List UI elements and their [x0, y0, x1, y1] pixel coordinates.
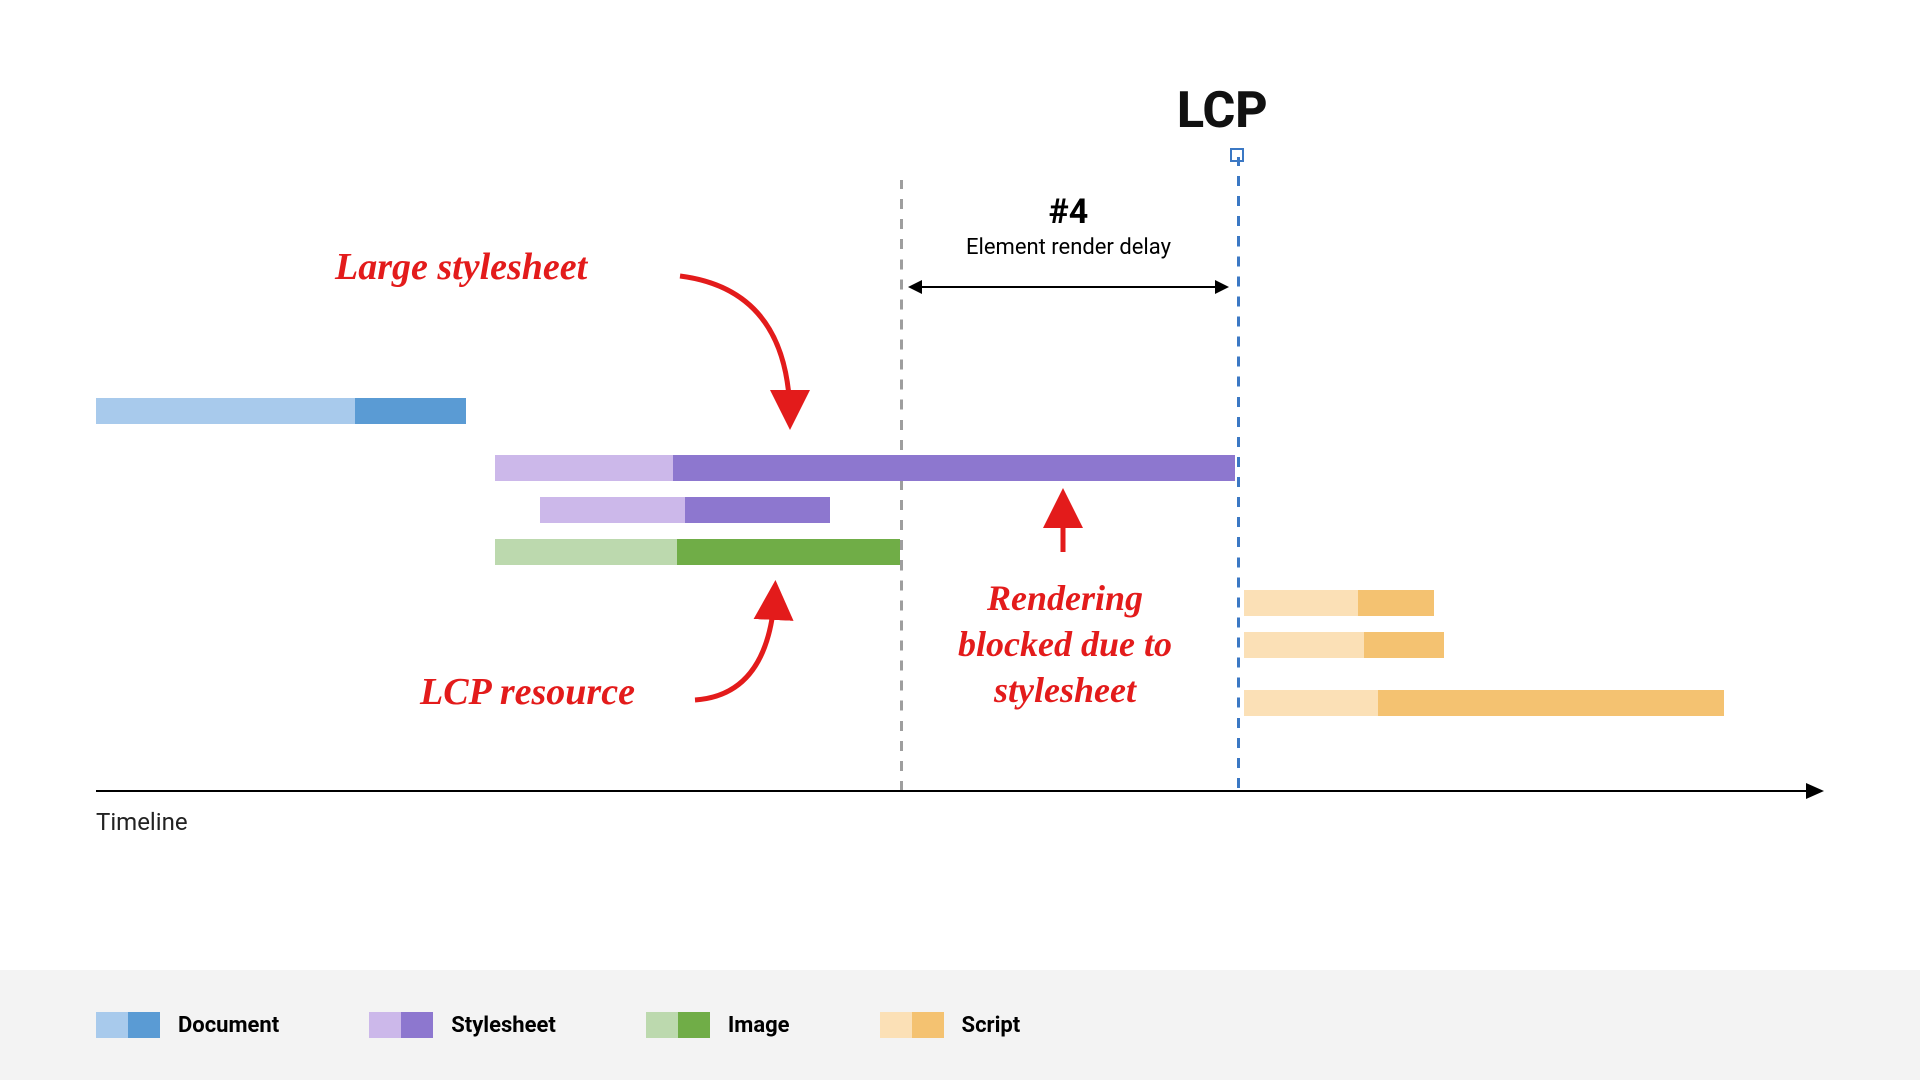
- bar-stylesheet-1-light: [495, 455, 673, 481]
- bar-image-light: [495, 539, 677, 565]
- legend-label: Stylesheet: [451, 1013, 556, 1038]
- bar-document-light: [96, 398, 355, 424]
- bar-script-2-light: [1244, 632, 1364, 658]
- legend-label: Image: [728, 1013, 790, 1038]
- bar-stylesheet-2-dark: [685, 497, 830, 523]
- bar-stylesheet-1-dark: [673, 455, 1235, 481]
- bar-script-1-light: [1244, 590, 1358, 616]
- bar-image-dark: [677, 539, 900, 565]
- legend-swatch: [96, 1012, 160, 1038]
- timeline-axis-arrow: [1806, 783, 1824, 799]
- legend-item-image: Image: [646, 1012, 790, 1038]
- legend-swatch: [880, 1012, 944, 1038]
- annot-large-stylesheet: Large stylesheet: [335, 245, 587, 289]
- legend-item-document: Document: [96, 1012, 279, 1038]
- segment-arrow-right: [1215, 280, 1229, 294]
- legend-label: Script: [962, 1013, 1021, 1038]
- bar-stylesheet-2-light: [540, 497, 685, 523]
- segment-subtitle: Element render delay: [919, 235, 1219, 260]
- legend-item-script: Script: [880, 1012, 1021, 1038]
- segment-arrow-left: [908, 280, 922, 294]
- bar-script-2-dark: [1364, 632, 1444, 658]
- annotation-arrows: [0, 0, 1920, 1080]
- annot-lcp-resource: LCP resource: [420, 670, 635, 714]
- vline-blue: [1237, 157, 1240, 795]
- segment-number: #4: [1029, 192, 1109, 232]
- bar-script-3-light: [1244, 690, 1378, 716]
- legend-label: Document: [178, 1013, 279, 1038]
- lcp-label: LCP: [1177, 82, 1268, 140]
- timeline-label: Timeline: [96, 808, 188, 836]
- segment-arrow-line: [920, 286, 1217, 288]
- annot-rendering-blocked: Renderingblocked due tostylesheet: [895, 575, 1235, 713]
- timeline-axis: [96, 790, 1806, 792]
- legend-swatch: [646, 1012, 710, 1038]
- bar-script-1-dark: [1358, 590, 1434, 616]
- legend-swatch: [369, 1012, 433, 1038]
- legend-item-stylesheet: Stylesheet: [369, 1012, 556, 1038]
- legend: Document Stylesheet Image Script: [0, 970, 1920, 1080]
- bar-script-3-dark: [1378, 690, 1724, 716]
- bar-document-dark: [355, 398, 466, 424]
